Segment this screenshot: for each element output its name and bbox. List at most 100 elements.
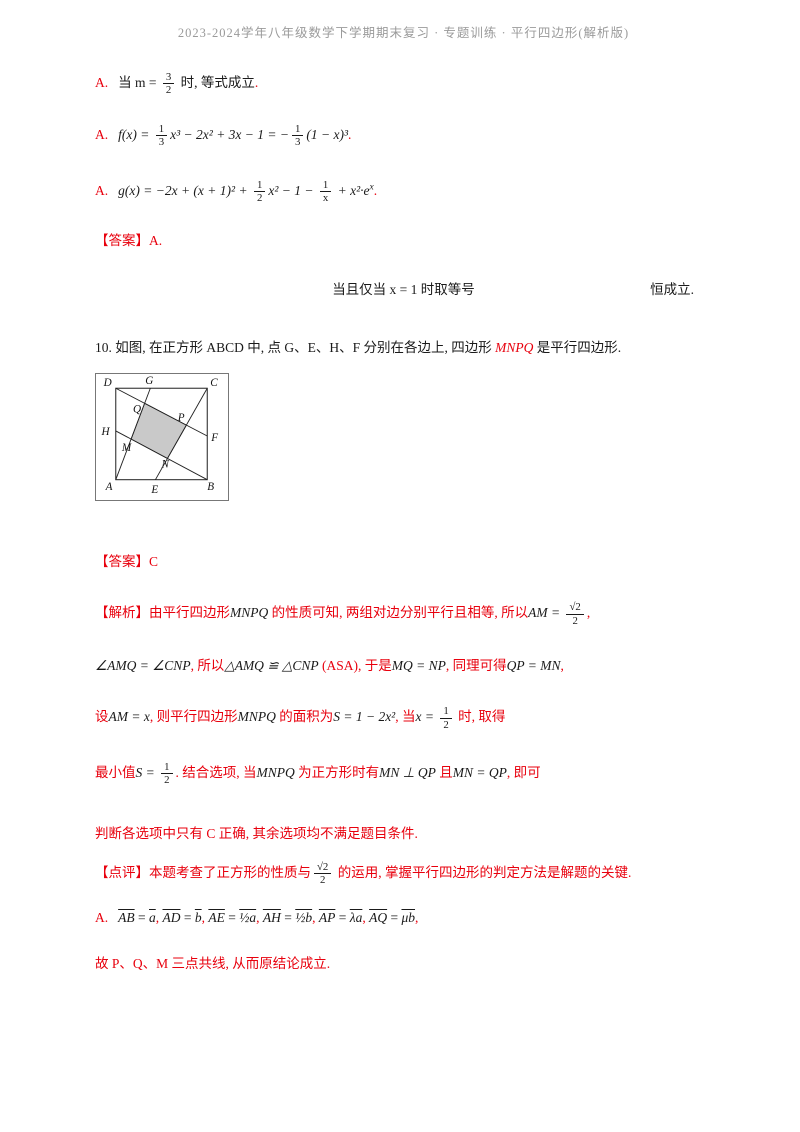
solution-text: , — [586, 605, 591, 621]
vector-rhs: μb — [401, 909, 416, 925]
line-df — [115, 387, 208, 437]
math-text: AM = x — [108, 709, 150, 725]
solution-text: , — [560, 657, 564, 673]
math-text: QP = MN — [506, 657, 561, 673]
doc-header: 2023-2024学年八年级数学下学期期末复习 · 专题训练 · 平行四边形(解… — [177, 26, 630, 40]
math-text: (1 − x)³ — [306, 126, 349, 142]
condition-line: 当且仅当 x = 1 时取等号 恒成立. — [95, 281, 712, 299]
math-text: + x²·e — [334, 182, 370, 198]
vector-lhs: AE — [208, 909, 225, 925]
math-text: MQ = NP — [391, 657, 446, 673]
question-line: 10. 如图, 在正方形 ABCD 中, 点 G、E、H、F 分别在各边上, 四… — [95, 339, 712, 357]
figure-label-m: M — [121, 442, 132, 454]
vector-option-line: A. AB = a, AD = b, AE = ½a, AH = ½b, AP =… — [95, 909, 419, 925]
figure-label-g: G — [145, 375, 153, 387]
solution-text: 【解析】由平行四边形 — [95, 605, 230, 621]
figure-label-f: F — [210, 432, 218, 444]
figure-label-p: P — [177, 412, 185, 424]
figure-label-a: A — [105, 481, 113, 493]
option-text: 时, 等式成立 — [177, 75, 255, 90]
figure-label-n: N — [161, 458, 170, 470]
vector-lhs: AB — [118, 909, 135, 925]
figure-label-b: B — [207, 481, 214, 493]
vector-rhs: a — [149, 909, 156, 925]
line-hb — [115, 430, 208, 480]
math-text: x² − 1 − — [268, 182, 317, 198]
solution-text: 的面积为 — [275, 709, 334, 725]
math-text: x³ − 2x² + 3x − 1 = − — [170, 126, 289, 142]
option-marker: A. — [95, 75, 109, 90]
answer-line-2: 【答案】C — [95, 553, 159, 569]
fraction: √2 2 — [566, 601, 584, 627]
vector-rhs: ½b — [295, 909, 313, 925]
superscript: x — [369, 182, 374, 193]
figure-label-q: Q — [133, 403, 141, 415]
solution-text: 且 — [435, 764, 453, 780]
right-text: 恒成立. — [650, 281, 694, 297]
figure-label-h: H — [101, 426, 111, 438]
math-text: MNPQ — [237, 709, 276, 725]
math-text: S = — [135, 764, 159, 780]
solution-text: (ASA), 于是 — [318, 657, 392, 673]
solution-line-1: 【解析】由平行四边形MNPQ 的性质可知, 两组对边分别平行且相等, 所以AM … — [95, 601, 712, 627]
option-marker: A. — [95, 909, 109, 925]
math-text: MNPQ — [256, 764, 295, 780]
solution-line-2: ∠AMQ = ∠CNP, 所以△AMQ ≌ △CNP (ASA), 于是MQ =… — [95, 657, 712, 675]
vector-rhs: λa — [349, 909, 363, 925]
square-diagram: D G C H F Q P M N A E B — [101, 375, 219, 496]
end-mark: , — [415, 909, 419, 925]
remark-line: 【点评】本题考查了正方形的性质与 √2 2 的运用, 掌握平行四边形的判定方法是解题… — [95, 861, 712, 887]
question-number: 10. — [95, 339, 112, 355]
separator: , — [155, 909, 160, 925]
vector-lhs: AD — [162, 909, 181, 925]
figure-label-c: C — [210, 377, 218, 389]
math-text: AM = — [528, 605, 564, 621]
vector-rhs: ½a — [239, 909, 257, 925]
math-text: MN = QP — [452, 764, 507, 780]
solution-text: , 则平行四边形 — [149, 709, 238, 725]
fraction: √2 2 — [314, 861, 332, 887]
figure-label-e: E — [150, 484, 158, 496]
solution-text: , 同理可得 — [445, 657, 507, 673]
solution-line-3: 设AM = x, 则平行四边形MNPQ 的面积为S = 1 − 2x², 当x … — [95, 705, 712, 731]
math-text: ∠AMQ = ∠CNP — [95, 657, 191, 673]
center-text: 当且仅当 x = 1 时取等号 — [332, 281, 475, 297]
solution-text: 时, 取得 — [454, 709, 506, 725]
solution-text: 最小值 — [95, 764, 136, 780]
vector-lhs: AP — [318, 909, 336, 925]
option-marker: A. — [95, 126, 109, 142]
answer-line-1: 【答案】A. — [95, 233, 163, 249]
end-mark: . — [254, 75, 259, 90]
option-line-2: A. f(x) = 1 3 x³ − 2x² + 3x − 1 = −1 3 (1 − x… — [95, 123, 712, 149]
question-text: 如图, 在正方形 ABCD 中, 点 G、E、H、F 分别在各边上, 四边形 — [111, 339, 496, 355]
solution-summary: 判断各选项中只有 C 正确, 其余选项均不满足题目条件. — [95, 825, 418, 841]
option-marker: A. — [95, 182, 109, 198]
math-text: S = 1 − 2x² — [333, 709, 396, 725]
solution-text: 设 — [95, 709, 109, 725]
separator: , — [201, 909, 205, 925]
vector-lhs: AH — [262, 909, 281, 925]
solution-text: , 当 — [395, 709, 416, 725]
vector-rhs: b — [194, 909, 202, 925]
math-text: g(x) = −2x + (x + 1)² + — [118, 182, 251, 198]
math-text: f(x) = — [118, 126, 153, 142]
separator: , — [312, 909, 316, 925]
figure-label-d: D — [103, 377, 112, 389]
end-mark: . — [348, 126, 352, 142]
option-text: 当 m = — [118, 75, 160, 90]
solution-text: . 结合选项, 当 — [175, 764, 257, 780]
math-text: △AMQ ≌ △CNP — [224, 657, 319, 673]
math-text: MNPQ — [230, 605, 269, 621]
solution-text: , 即可 — [506, 764, 541, 780]
